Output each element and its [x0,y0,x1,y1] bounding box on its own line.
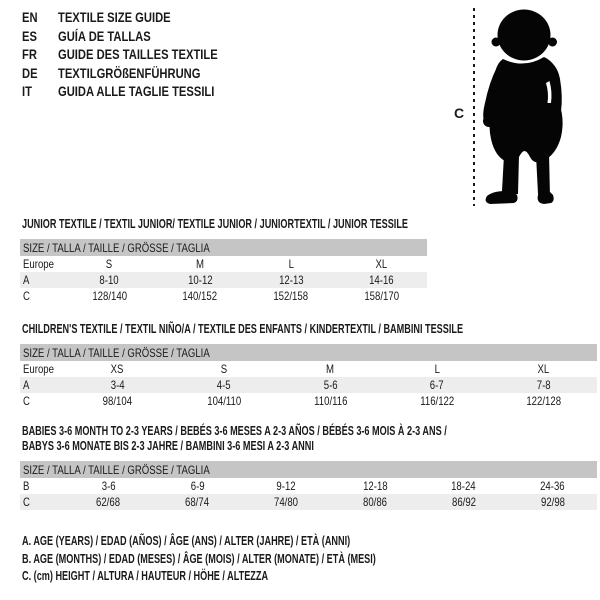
size-cell: 4-5 [170,377,278,393]
size-cell: XS [110,362,124,376]
size-cell: 7-8 [490,377,597,393]
language-title: TEXTILGRÖßENFÜHRUNG [58,64,201,81]
language-title: GUIDE DES TAILLES TEXTILE [58,46,218,62]
size-cell: 14-16 [336,272,427,288]
size-cell: 10-12 [154,272,246,288]
size-header-cell: SIZE / TALLA / TAILLE / GRÖSSE / TAGLIA [20,344,597,361]
children-size-table: SIZE / TALLA / TAILLE / GRÖSSE / TAGLIA … [20,344,597,409]
size-cell: 104/110 [206,394,241,408]
size-cell: 3-4 [64,377,171,393]
size-cell: 12-13 [245,272,337,288]
language-row: IT GUIDA ALLE TAGLIE TESSILI [22,82,258,101]
table-row: B 3-6 6-9 9-12 12-18 18-24 24-36 [20,478,597,494]
table-row: A 8-10 10-12 12-13 14-16 [20,272,427,288]
row-label: B [23,479,30,493]
language-title: GUIDA ALLE TAGLIE TESSILI [58,83,215,99]
size-cell: 98/104 [102,394,132,408]
language-code: IT [22,83,32,99]
legend-line-c: C. (cm) HEIGHT / ALTURA / HAUTEUR / HÖHE… [22,569,269,583]
size-cell: M [196,257,205,271]
row-label: Europe [23,362,54,376]
language-code: DE [22,64,38,81]
table-row: C 128/140 140/152 152/158 158/170 [20,288,427,304]
row-label: A [20,272,64,288]
size-cell: 140/152 [182,289,218,303]
table-row: Europe S M L XL [20,256,427,272]
size-cell: 74/80 [241,494,331,510]
size-cell: 86/92 [419,494,509,510]
size-header-cell: SIZE / TALLA / TAILLE / GRÖSSE / TAGLIA [20,239,427,256]
babies-table-title: BABIES 3-6 MONTH TO 2-3 YEARS / BEBÉS 3-… [22,424,447,453]
children-table-title: CHILDREN'S TEXTILE / TEXTIL NIÑO/A / TEX… [22,322,464,336]
size-cell: 158/170 [364,289,399,303]
language-code: EN [22,9,38,25]
size-cell: 8-10 [64,272,155,288]
size-header-cell: SIZE / TALLA / TAILLE / GRÖSSE / TAGLIA [20,461,597,478]
language-row: DE TEXTILGRÖßENFÜHRUNG [22,64,258,83]
table-header-row: SIZE / TALLA / TAILLE / GRÖSSE / TAGLIA [20,239,427,256]
table-row: C 98/104 104/110 110/116 116/122 122/128 [20,393,597,409]
size-cell: 6-7 [383,377,491,393]
table-header-row: SIZE / TALLA / TAILLE / GRÖSSE / TAGLIA [20,461,597,478]
measure-legend: A. AGE (YEARS) / EDAD (AÑOS) / ÂGE (ANS)… [22,533,507,586]
size-cell: L [434,362,440,376]
language-row: ES GUÍA DE TALLAS [22,27,258,46]
size-cell: 68/74 [152,494,242,510]
size-cell: 12-18 [362,479,388,493]
size-cell: 128/140 [92,289,127,303]
row-label: C [23,289,30,303]
size-cell: 3-6 [101,479,116,493]
table-row: Europe XS S M L XL [20,361,597,377]
language-code: ES [22,27,37,44]
language-title: TEXTILE SIZE GUIDE [58,9,171,25]
height-measure-label: C [453,105,465,121]
language-title: GUÍA DE TALLAS [58,27,151,44]
size-cell: 9-12 [276,479,296,493]
size-cell: 122/128 [526,394,562,408]
size-cell: 18-24 [451,479,477,493]
size-cell: 152/158 [273,289,309,303]
height-dotted-line [473,8,475,206]
size-cell: 80/86 [330,494,420,510]
table-row: A 3-4 4-5 5-6 6-7 7-8 [20,377,597,393]
size-cell: M [326,362,335,376]
size-cell: 116/122 [420,394,455,408]
size-cell: 24-36 [540,479,565,493]
babies-size-table: SIZE / TALLA / TAILLE / GRÖSSE / TAGLIA … [20,461,597,510]
language-row: FR GUIDE DES TAILLES TEXTILE [22,45,258,64]
size-cell: 62/68 [64,494,153,510]
size-cell: 5-6 [277,377,384,393]
size-cell: S [220,362,228,376]
table-header-row: SIZE / TALLA / TAILLE / GRÖSSE / TAGLIA [20,344,597,361]
size-cell: 6-9 [190,479,205,493]
baby-silhouette-icon [483,9,563,204]
language-code: FR [22,46,37,62]
row-label: Europe [23,257,54,271]
language-list: EN TEXTILE SIZE GUIDE ES GUÍA DE TALLAS … [22,8,258,101]
size-cell: 92/98 [508,494,597,510]
table-row: C 62/68 68/74 74/80 80/86 86/92 92/98 [20,494,597,510]
language-row: EN TEXTILE SIZE GUIDE [22,8,258,27]
size-cell: 110/116 [313,394,348,408]
size-cell: S [106,257,113,271]
row-label: C [20,494,64,510]
junior-size-table: SIZE / TALLA / TAILLE / GRÖSSE / TAGLIA … [20,239,427,304]
legend-line-b: B. AGE (MONTHS) / EDAD (MESES) / ÂGE (MO… [22,551,376,566]
row-label: A [20,377,64,393]
size-cell: XL [375,257,388,271]
row-label: C [23,394,30,408]
junior-table-title: JUNIOR TEXTILE / TEXTIL JUNIOR/ TEXTILE … [22,217,409,231]
legend-line-a: A. AGE (YEARS) / EDAD (AÑOS) / ÂGE (ANS)… [22,534,351,548]
size-cell: XL [537,362,550,376]
size-cell: L [288,257,294,271]
